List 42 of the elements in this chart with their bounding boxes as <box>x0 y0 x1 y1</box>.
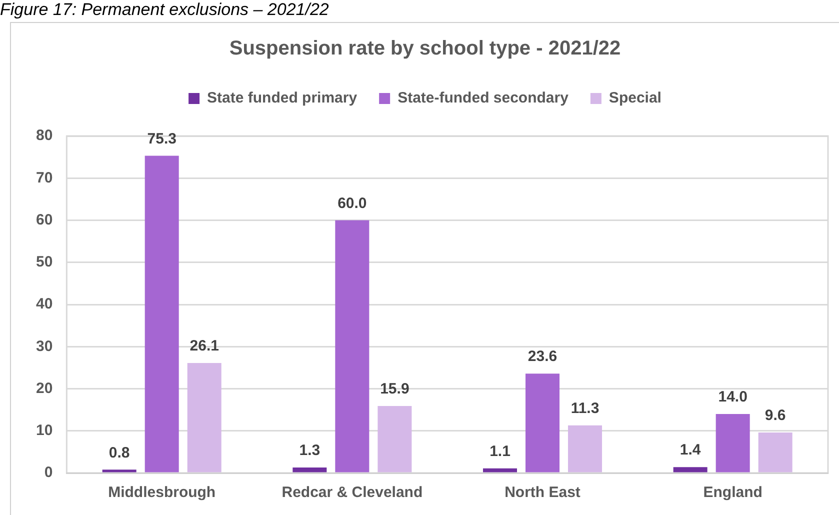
bar <box>673 467 708 472</box>
bar <box>716 414 750 472</box>
y-tick-label: 10 <box>36 422 53 440</box>
data-label: 60.0 <box>338 194 367 212</box>
y-tick-label: 40 <box>36 296 53 313</box>
data-label: 15.9 <box>380 380 410 398</box>
x-tick-label: Redcar & Cleveland <box>282 484 423 502</box>
chart-title: Suspension rate by school type - 2021/22 <box>229 38 621 60</box>
data-label: 26.1 <box>190 338 219 355</box>
bar <box>292 468 327 472</box>
data-label: 1.1 <box>490 443 510 460</box>
x-tick-label: North East <box>504 484 580 502</box>
legend-label: Special <box>608 90 662 107</box>
bar <box>568 425 602 472</box>
data-label: 9.6 <box>764 407 786 424</box>
data-label: 0.8 <box>108 444 130 462</box>
bar <box>482 468 518 472</box>
y-tick-label: 80 <box>36 127 53 144</box>
data-label: 75.3 <box>147 130 176 148</box>
bar <box>758 432 792 472</box>
bar <box>144 156 179 472</box>
bar <box>526 374 560 472</box>
x-tick-label: England <box>703 484 762 502</box>
data-label: 23.6 <box>528 348 558 366</box>
data-label: 1.3 <box>299 442 320 460</box>
data-label: 11.3 <box>570 400 600 418</box>
y-tick-label: 70 <box>36 169 53 186</box>
y-tick-label: 30 <box>36 338 53 355</box>
x-tick-label: Middlesbrough <box>108 484 216 502</box>
legend-label: State-funded secondary <box>398 90 570 107</box>
y-tick-label: 60 <box>36 211 53 228</box>
legend-label: State funded primary <box>207 90 358 107</box>
y-tick-label: 50 <box>36 254 53 271</box>
y-tick-label: 20 <box>36 380 53 397</box>
caption: Figure 17: Permanent exclusions – 2021/22 <box>0 0 329 20</box>
bar <box>187 363 222 472</box>
bar <box>102 470 136 472</box>
data-label: 1.4 <box>680 442 702 459</box>
bar <box>335 220 370 472</box>
bar <box>378 406 412 472</box>
data-label: 14.0 <box>718 388 748 406</box>
y-tick-label: 0 <box>44 464 53 482</box>
